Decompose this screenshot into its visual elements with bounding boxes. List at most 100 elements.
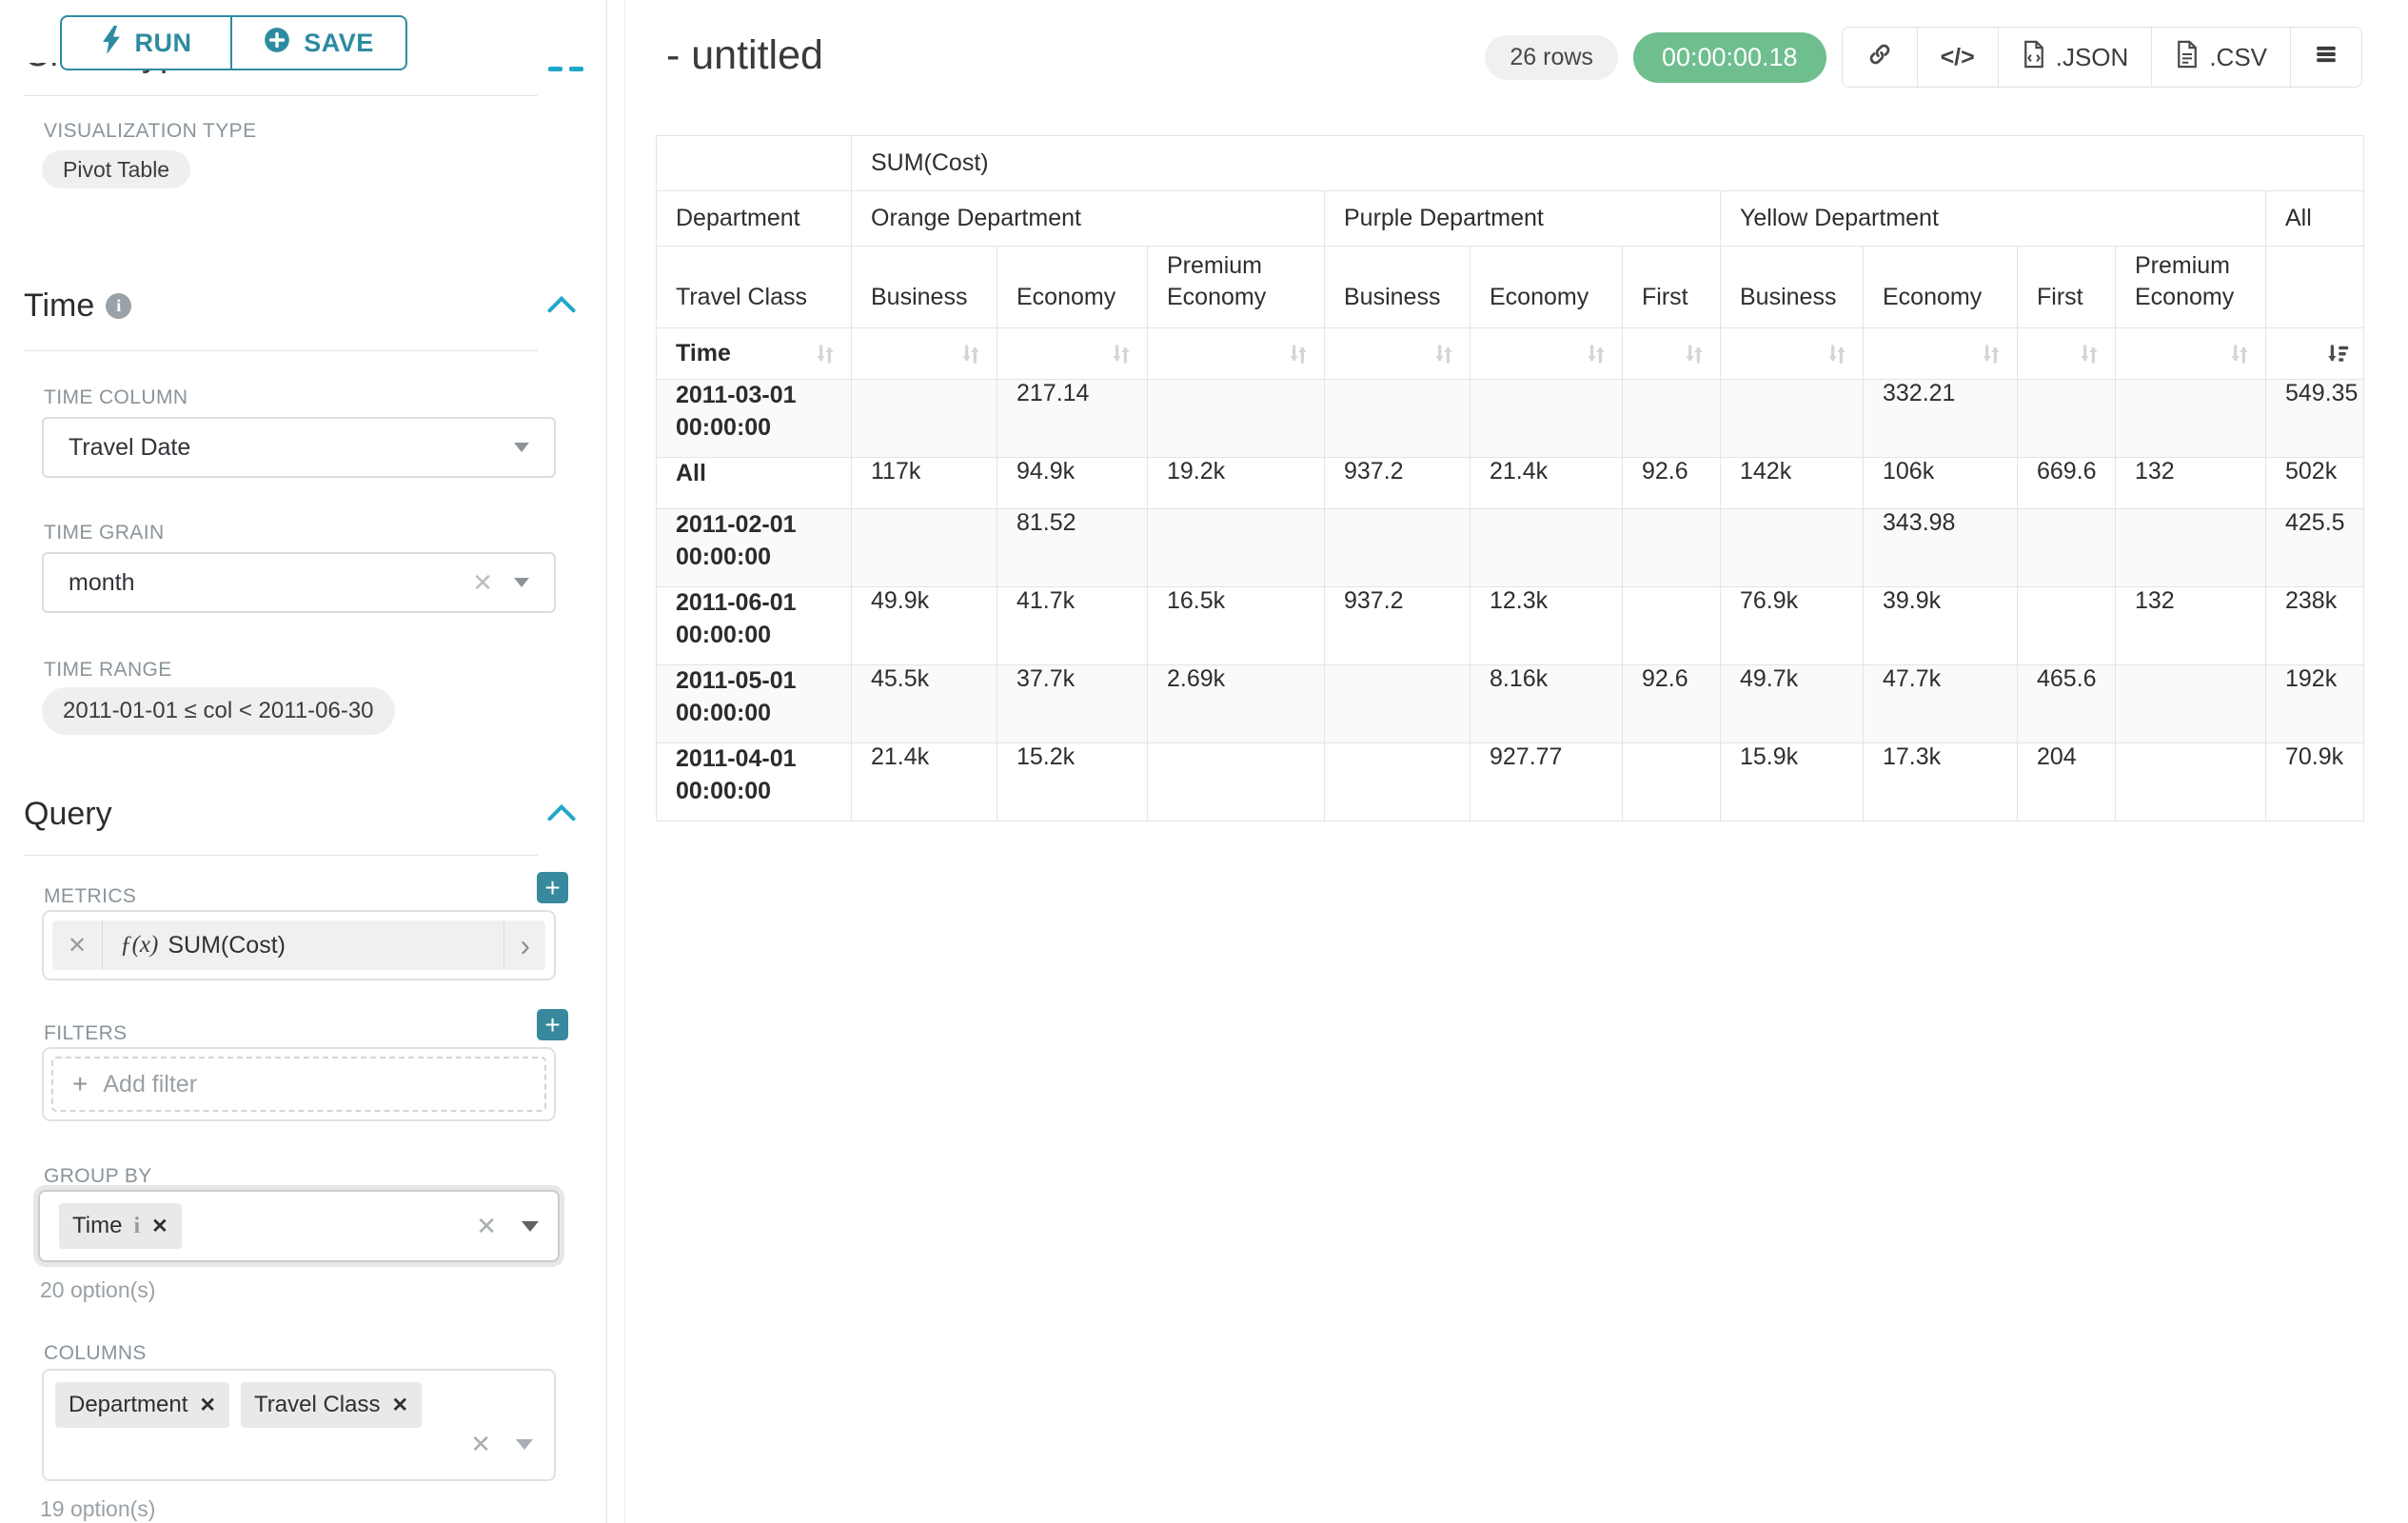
add-metric-button[interactable]: + bbox=[537, 872, 568, 903]
travel-class-header: Economy bbox=[1864, 247, 2018, 328]
divider bbox=[24, 350, 538, 351]
time-section-title: Time bbox=[24, 287, 94, 325]
more-menu-button[interactable] bbox=[2290, 28, 2361, 87]
value-cell: 21.4k bbox=[1470, 458, 1623, 509]
department-group-header: Purple Department bbox=[1325, 191, 1721, 247]
sort-header[interactable] bbox=[1325, 328, 1470, 380]
sort-header[interactable] bbox=[1721, 328, 1864, 380]
csv-file-icon bbox=[2175, 40, 2200, 75]
metric-header-cell: SUM(Cost) bbox=[852, 136, 2364, 191]
value-cell bbox=[2018, 380, 2116, 458]
time-sort-header[interactable]: Time bbox=[657, 328, 852, 380]
hamburger-menu-icon bbox=[2314, 42, 2339, 73]
value-cell: 21.4k bbox=[852, 743, 997, 821]
chevron-down-icon bbox=[522, 1221, 539, 1232]
remove-metric-icon[interactable]: ✕ bbox=[52, 920, 103, 970]
collapse-chevron-icon[interactable] bbox=[547, 295, 576, 314]
remove-tag-icon[interactable]: ✕ bbox=[391, 1394, 408, 1417]
value-cell bbox=[1721, 380, 1864, 458]
value-cell bbox=[2116, 743, 2266, 821]
run-button[interactable]: RUN bbox=[60, 15, 231, 70]
columns-tags: Department✕Travel Class✕ bbox=[55, 1382, 433, 1428]
field-tag[interactable]: Department ✕ bbox=[55, 1382, 229, 1428]
department-group-header: Yellow Department bbox=[1721, 191, 2266, 247]
save-button-label: SAVE bbox=[304, 29, 374, 58]
sort-header[interactable] bbox=[2116, 328, 2266, 380]
value-cell bbox=[1470, 380, 1623, 458]
time-grain-label: TIME GRAIN bbox=[44, 522, 165, 544]
row-header-cell: 2011-03-01 00:00:00 bbox=[657, 380, 852, 458]
export-json-button[interactable]: .JSON bbox=[1998, 28, 2152, 87]
run-button-label: RUN bbox=[135, 29, 192, 58]
time-range-pill[interactable]: 2011-01-01 ≤ col < 2011-06-30 bbox=[42, 687, 395, 735]
tag-label: Time bbox=[72, 1213, 122, 1239]
travel-class-header: Economy bbox=[1470, 247, 1623, 328]
value-cell bbox=[1325, 743, 1470, 821]
csv-button-label: .CSV bbox=[2209, 43, 2267, 72]
travel-class-header: Business bbox=[1721, 247, 1864, 328]
sort-header[interactable] bbox=[1470, 328, 1623, 380]
value-cell bbox=[1148, 380, 1325, 458]
pivot-table: SUM(Cost)DepartmentOrange DepartmentPurp… bbox=[656, 135, 2364, 821]
info-icon[interactable]: i bbox=[106, 293, 131, 319]
sort-header[interactable] bbox=[1864, 328, 2018, 380]
json-button-label: .JSON bbox=[2056, 43, 2129, 72]
collapse-chevron-icon[interactable] bbox=[547, 803, 576, 822]
visualization-type-pill[interactable]: Pivot Table bbox=[42, 150, 190, 188]
sort-header[interactable] bbox=[852, 328, 997, 380]
tag-label: Department bbox=[69, 1392, 188, 1418]
remove-tag-icon[interactable]: ✕ bbox=[151, 1215, 168, 1238]
clear-icon[interactable]: ✕ bbox=[476, 1212, 497, 1241]
value-cell bbox=[1470, 509, 1623, 587]
sort-header[interactable] bbox=[2018, 328, 2116, 380]
value-cell: 49.7k bbox=[1721, 665, 1864, 743]
clear-icon[interactable]: ✕ bbox=[472, 568, 493, 598]
value-cell: 76.9k bbox=[1721, 587, 1864, 665]
field-tag[interactable]: Timei✕ bbox=[59, 1203, 182, 1249]
value-cell: 132 bbox=[2116, 458, 2266, 509]
field-tag[interactable]: Travel Class✕ bbox=[241, 1382, 422, 1428]
group-by-tags: Timei✕ bbox=[59, 1203, 193, 1249]
travel-class-header: Business bbox=[1325, 247, 1470, 328]
embed-code-button[interactable]: </> bbox=[1917, 28, 1998, 87]
share-link-button[interactable] bbox=[1843, 28, 1917, 87]
value-cell: 12.3k bbox=[1470, 587, 1623, 665]
columns-select[interactable]: Department✕Travel Class✕ ✕ bbox=[42, 1369, 556, 1481]
value-cell: 70.9k bbox=[2266, 743, 2364, 821]
divider bbox=[24, 95, 538, 96]
export-csv-button[interactable]: .CSV bbox=[2151, 28, 2290, 87]
value-cell bbox=[1148, 743, 1325, 821]
chevron-down-icon bbox=[516, 1439, 533, 1450]
metric-chip[interactable]: ✕ ƒ(x) SUM(Cost) › bbox=[52, 920, 545, 970]
time-column-select[interactable]: Travel Date bbox=[42, 417, 556, 478]
group-by-select[interactable]: Timei✕ ✕ bbox=[38, 1190, 560, 1262]
chart-title[interactable]: - untitled bbox=[666, 32, 823, 79]
visualization-type-label: VISUALIZATION TYPE bbox=[44, 120, 256, 143]
remove-tag-icon[interactable]: ✕ bbox=[199, 1394, 216, 1417]
plus-circle-icon bbox=[264, 27, 290, 60]
sort-header[interactable] bbox=[1148, 328, 1325, 380]
chevron-right-icon[interactable]: › bbox=[503, 920, 545, 970]
query-timer-badge: 00:00:00.18 bbox=[1633, 32, 1826, 83]
value-cell bbox=[1721, 509, 1864, 587]
save-button[interactable]: SAVE bbox=[231, 15, 407, 70]
row-header-cell: 2011-05-01 00:00:00 bbox=[657, 665, 852, 743]
sort-header[interactable] bbox=[1623, 328, 1721, 380]
time-grain-select[interactable]: month ✕ bbox=[42, 552, 556, 613]
panel-divider[interactable] bbox=[606, 0, 625, 1523]
value-cell: 204 bbox=[2018, 743, 2116, 821]
sort-header-active-desc[interactable] bbox=[2266, 328, 2364, 380]
travel-class-header: First bbox=[1623, 247, 1721, 328]
filters-container: + Add filter bbox=[42, 1047, 556, 1121]
value-cell: 15.2k bbox=[997, 743, 1148, 821]
add-filter-plus-button[interactable]: + bbox=[537, 1009, 568, 1040]
clear-icon[interactable]: ✕ bbox=[470, 1430, 491, 1459]
value-cell bbox=[2018, 587, 2116, 665]
add-filter-button[interactable]: + Add filter bbox=[51, 1057, 546, 1112]
value-cell: 41.7k bbox=[997, 587, 1148, 665]
sort-header[interactable] bbox=[997, 328, 1148, 380]
value-cell: 425.5 bbox=[2266, 509, 2364, 587]
travel-class-header: Economy bbox=[997, 247, 1148, 328]
explore-page: Chart Type RUN SAVE VISUALIZATION TYPE P… bbox=[0, 0, 2408, 1523]
value-cell: 106k bbox=[1864, 458, 2018, 509]
